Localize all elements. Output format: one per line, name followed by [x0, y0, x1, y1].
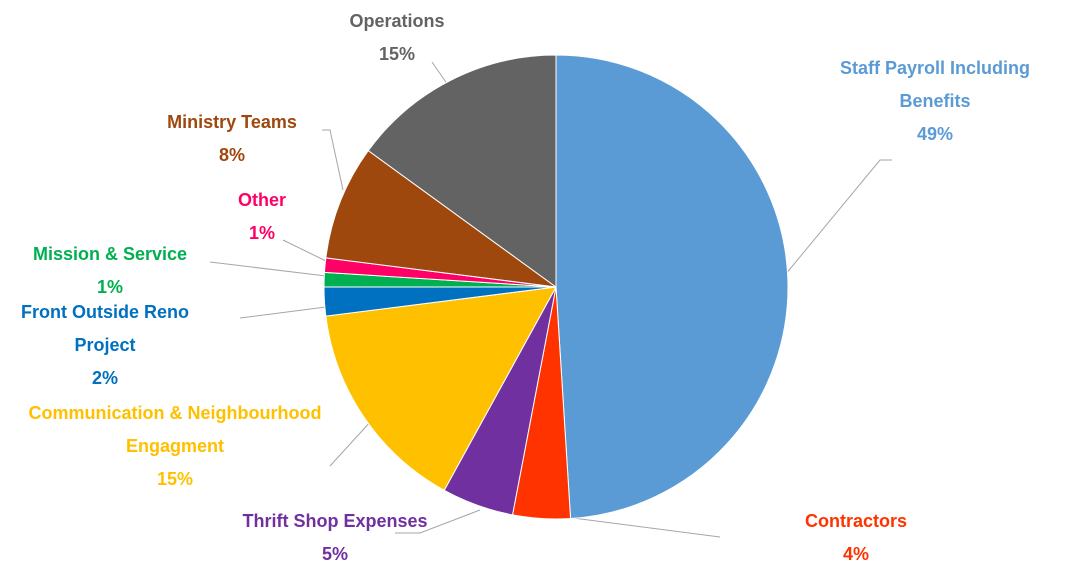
percent-label: 5% [321, 544, 348, 563]
category-name: Ministry Teams [167, 112, 297, 132]
percent-label: 15% [378, 44, 416, 64]
slice-label: Communication & Neighbourhood Engagment 1… [10, 397, 340, 496]
pie-slice [367, 54, 557, 288]
pie-slice [325, 286, 557, 491]
percent-label: 49% [916, 124, 954, 144]
slice-label: Thrift Shop Expenses 5% [205, 505, 465, 563]
leader-line [329, 419, 373, 467]
pie-slice [325, 149, 557, 288]
leader-line [395, 509, 481, 534]
leader-lines [209, 61, 892, 538]
category-name: Contractors [804, 511, 907, 531]
leader-line [209, 261, 327, 277]
category-name: Front Outside Reno Project [21, 302, 189, 355]
slice-label: Staff Payroll Including Benefits 49% [810, 52, 1060, 151]
leader-line [239, 306, 327, 319]
category-name: Operations [349, 11, 445, 31]
percent-label: 4% [842, 544, 869, 563]
percent-label: 1% [96, 277, 123, 297]
category-name: Staff Payroll Including Benefits [839, 58, 1031, 111]
pie-slice [555, 54, 789, 520]
slice-label: Other 1% [202, 184, 322, 250]
percent-label: 8% [218, 145, 245, 165]
leader-line [282, 239, 329, 263]
leader-line [322, 129, 344, 191]
slice-label: Mission & Service 1% [0, 238, 220, 304]
category-name: Mission & Service [32, 244, 188, 264]
leader-line [784, 159, 892, 276]
percent-label: 1% [248, 223, 275, 243]
leader-line [572, 517, 721, 538]
category-name: Other [237, 190, 286, 210]
percent-label: 2% [91, 368, 118, 388]
category-name: Communication & Neighbourhood Engagment [28, 403, 322, 456]
slice-label: Operations 15% [322, 5, 472, 71]
slice-label: Contractors 4% [756, 505, 956, 563]
slice-label: Ministry Teams 8% [132, 106, 332, 172]
category-name: Thrift Shop Expenses [242, 511, 428, 531]
slice-label: Front Outside Reno Project 2% [18, 296, 193, 395]
percent-label: 15% [156, 469, 194, 489]
